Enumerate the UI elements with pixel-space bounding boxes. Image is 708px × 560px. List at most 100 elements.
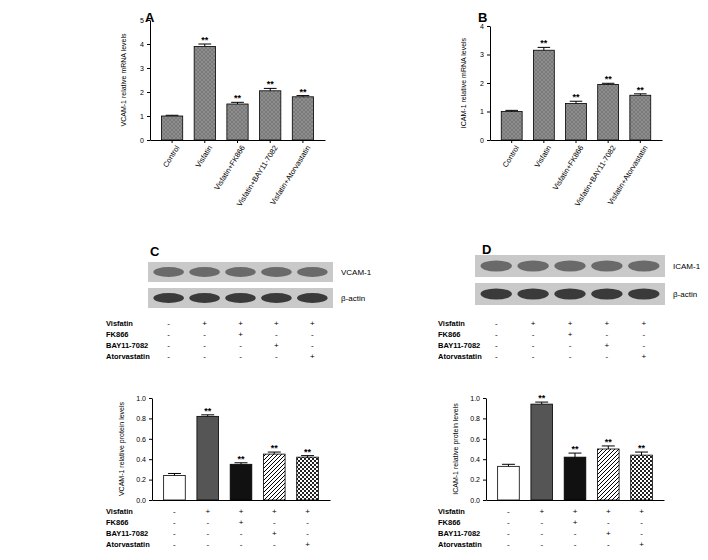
treatment-sign: - <box>606 352 609 361</box>
tick-label: Visfatin <box>194 144 215 170</box>
significance: ** <box>267 79 275 89</box>
tick-label: Visfatin+FK866 <box>551 144 586 192</box>
treatment-sign: - <box>273 540 276 549</box>
panel-title: C <box>150 244 160 259</box>
treatment-name: Atorvastatin <box>438 352 482 361</box>
tick-mark <box>147 20 150 21</box>
tick-mark <box>237 140 238 143</box>
tick-mark <box>487 26 490 27</box>
tick-mark <box>608 140 609 143</box>
error-bar <box>505 110 518 111</box>
treatment-sign: + <box>274 319 279 328</box>
error-bar <box>502 464 515 466</box>
treatment-sign: + <box>605 341 610 350</box>
treatment-sign: - <box>642 341 645 350</box>
blot-band <box>261 293 292 303</box>
bar <box>631 455 653 500</box>
blot-band <box>591 289 622 300</box>
blot-band <box>628 289 659 300</box>
treatment-name: Visfatin <box>438 507 465 516</box>
tick-mark <box>147 44 150 45</box>
panel: CVCAM-1β-actin0.00.20.40.60.81.0VCAM-1 r… <box>106 244 372 549</box>
treatment-sign: + <box>205 507 210 516</box>
treatment-sign: - <box>507 529 510 538</box>
treatment-sign: + <box>272 507 277 516</box>
tick: 0.6 <box>136 436 152 443</box>
tick: 0.2 <box>470 476 486 483</box>
treatment-sign: - <box>640 529 643 538</box>
treatment-sign: - <box>173 518 176 527</box>
treatment-sign: - <box>206 529 209 538</box>
significance: ** <box>201 35 209 45</box>
treatment-name: FK866 <box>438 330 461 339</box>
tick-mark <box>640 140 641 143</box>
tick-mark <box>576 140 577 143</box>
treatment-sign: - <box>607 540 610 549</box>
treatment-sign: + <box>310 319 315 328</box>
treatment-sign: - <box>540 529 543 538</box>
tick: Visfatin+Atorvastatin <box>268 140 312 207</box>
blot-band <box>189 267 220 277</box>
blot-band <box>554 289 585 300</box>
treatment-sign: + <box>239 518 244 527</box>
treatment-name: BAY11-7082 <box>438 529 480 538</box>
significance: ** <box>237 454 245 464</box>
tick-mark <box>172 140 173 143</box>
treatment-sign: - <box>640 518 643 527</box>
tick-label: 1.0 <box>136 395 146 402</box>
bar <box>161 116 182 140</box>
axis-line <box>152 399 153 501</box>
treatment-sign: - <box>206 540 209 549</box>
tick-mark <box>147 68 150 69</box>
tick-mark <box>149 480 152 481</box>
treatment-sign: - <box>495 330 498 339</box>
tick-label: Visfatin <box>533 144 554 170</box>
tick-label: 0.2 <box>136 476 146 483</box>
tick: 5 <box>140 17 150 24</box>
tick: 0.2 <box>136 476 152 483</box>
treatment-sign: + <box>202 319 207 328</box>
treatment-sign: - <box>239 341 242 350</box>
significance: ** <box>538 393 546 403</box>
tick-label: 0.0 <box>136 497 146 504</box>
tick-label: 2 <box>480 80 484 87</box>
significance: ** <box>572 92 580 102</box>
treatment-sign: - <box>507 540 510 549</box>
significance: ** <box>605 437 613 447</box>
tick-label: 1 <box>140 113 144 120</box>
blot-band <box>261 267 292 277</box>
tick-label: 0.0 <box>470 497 480 504</box>
significance: ** <box>637 85 645 95</box>
treatment-name: BAY11-7082 <box>106 529 148 538</box>
tick-mark <box>302 140 303 143</box>
tick-mark <box>511 140 512 143</box>
tick-mark <box>483 459 486 460</box>
tick-label: 0 <box>480 137 484 144</box>
bar <box>531 404 553 500</box>
figure: A012345VCAM-1 relative mRNA levelsContro… <box>0 0 708 560</box>
tick: 1.0 <box>470 395 486 402</box>
y-axis: 01234 <box>480 23 490 144</box>
bar <box>197 416 219 500</box>
axis-title: ICAM-1 relative mRNA levels <box>460 37 467 128</box>
tick-mark <box>483 418 486 419</box>
tick-label: 0.4 <box>470 456 480 463</box>
treatment-sign: - <box>495 319 498 328</box>
tick-label: 0.2 <box>470 476 480 483</box>
plot-area <box>164 415 319 500</box>
treatment-sign: + <box>573 507 578 516</box>
tick-mark <box>483 439 486 440</box>
treatment-sign: + <box>605 319 610 328</box>
treatment-sign: + <box>639 540 644 549</box>
treatment-sign: - <box>532 330 535 339</box>
tick: 0.0 <box>470 497 486 504</box>
tick: Visfatin <box>194 140 215 169</box>
tick-mark <box>149 500 152 501</box>
blot-band <box>481 261 512 272</box>
treatment-sign: + <box>238 319 243 328</box>
plot-area <box>501 47 650 140</box>
tick: 0 <box>480 137 490 144</box>
panel: B01234ICAM-1 relative mRNA levelsControl… <box>460 10 663 208</box>
treatment-name: Visfatin <box>438 319 465 328</box>
treatment-sign: - <box>203 341 206 350</box>
